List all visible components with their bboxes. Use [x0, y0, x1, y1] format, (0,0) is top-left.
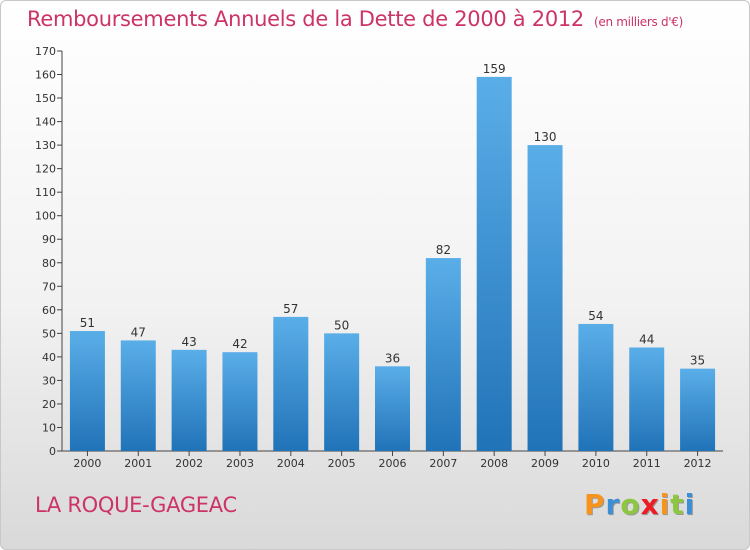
y-tick-label: 170	[35, 45, 56, 58]
chart-subtitle: (en milliers d'€)	[594, 15, 684, 29]
x-tick-label: 2012	[684, 457, 712, 470]
data-label: 42	[232, 337, 247, 351]
bar	[527, 145, 563, 451]
data-label: 47	[131, 325, 146, 339]
data-label: 130	[534, 130, 557, 144]
bar	[120, 340, 156, 451]
y-tick-label: 110	[35, 186, 56, 199]
bar	[476, 76, 512, 451]
y-axis: 0 10 20 30 40 50 60 70 80 90 100 110 120 130 140 150 160…	[35, 45, 63, 458]
data-label: 35	[690, 354, 705, 368]
proxiti-logo: Proxiti	[584, 488, 696, 521]
y-tick-label: 140	[35, 116, 56, 129]
y-tick-label: 50	[42, 327, 56, 340]
data-label: 43	[181, 335, 196, 349]
y-tick-label: 70	[42, 280, 56, 293]
y-tick-label: 90	[42, 233, 56, 246]
y-tick-label: 10	[42, 421, 56, 434]
x-tick-label: 2011	[633, 457, 661, 470]
bar	[273, 316, 309, 451]
bar	[680, 368, 716, 451]
bar	[425, 258, 461, 451]
y-tick-label: 60	[42, 304, 56, 317]
bar	[69, 331, 105, 451]
x-tick-label: 2006	[379, 457, 407, 470]
bar	[375, 366, 410, 451]
x-tick-label: 2003	[226, 457, 254, 470]
y-tick-label: 80	[42, 257, 56, 270]
x-tick-label: 2008	[480, 457, 508, 470]
y-tick-label: 160	[35, 69, 56, 82]
chart-title-text: Remboursements Annuels de la Dette de 20…	[27, 7, 584, 31]
y-tick-label: 40	[42, 351, 56, 364]
x-tick-label: 2004	[277, 457, 305, 470]
y-tick-label: 130	[35, 139, 56, 152]
x-tick-label: 2010	[582, 457, 610, 470]
data-label: 50	[334, 318, 349, 332]
bar	[324, 333, 360, 451]
bar	[222, 352, 258, 451]
commune-name: LA ROQUE-GAGEAC	[35, 493, 237, 517]
x-axis: 2000 2001 2002 2003 2004 2005 2006 2007 2008 2009…	[62, 450, 723, 470]
data-label: 44	[639, 332, 654, 346]
x-tick-label: 2007	[429, 457, 457, 470]
x-tick-label: 2001	[124, 457, 152, 470]
chart-title: Remboursements Annuels de la Dette de 20…	[27, 7, 683, 31]
data-label: 82	[436, 243, 451, 257]
x-tick-label: 2000	[73, 457, 101, 470]
bars	[69, 76, 716, 451]
bar	[629, 347, 665, 451]
data-label: 57	[283, 302, 298, 316]
y-tick-label: 20	[42, 398, 56, 411]
x-tick-label: 2002	[175, 457, 203, 470]
y-tick-label: 30	[42, 374, 56, 387]
bar	[578, 323, 614, 451]
y-tick-label: 120	[35, 163, 56, 176]
data-label: 51	[80, 316, 95, 330]
data-label: 36	[385, 351, 400, 365]
x-tick-label: 2009	[531, 457, 559, 470]
bar	[171, 349, 207, 451]
data-label: 159	[483, 62, 506, 76]
data-labels: 51 47 43 42 57 50 36 82 159 130 54 44 35	[80, 62, 705, 368]
y-tick-label: 150	[35, 92, 56, 105]
y-tick-label: 100	[35, 210, 56, 223]
x-tick-label: 2005	[328, 457, 356, 470]
y-tick-label: 0	[49, 445, 56, 458]
data-label: 54	[588, 309, 603, 323]
